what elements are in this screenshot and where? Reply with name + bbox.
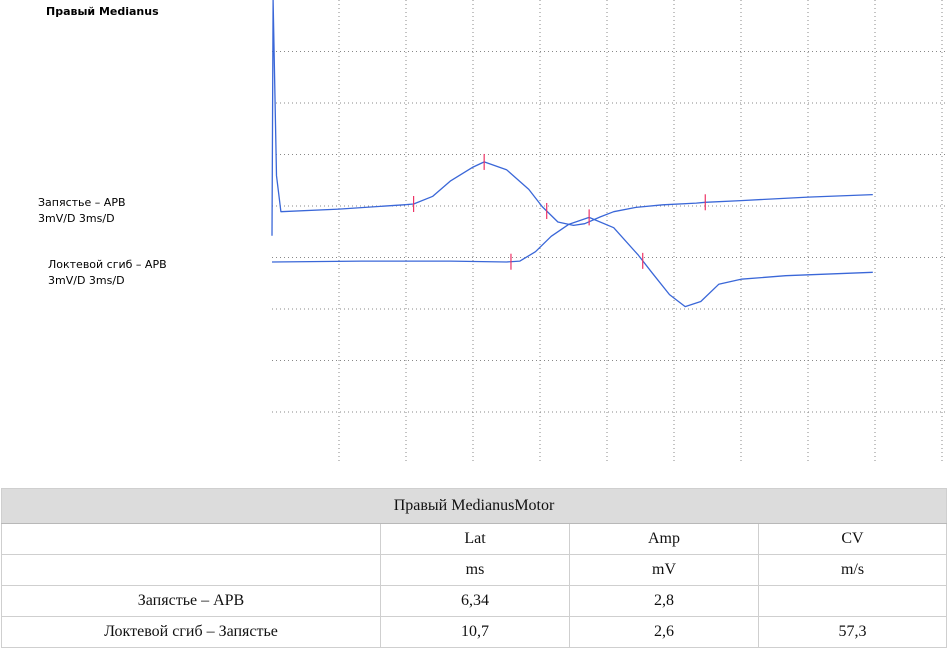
table-header-row: Правый MedianusMotor (1, 487, 947, 525)
unit-lat: ms (380, 554, 570, 587)
row-cv (758, 585, 947, 618)
trace2-scale: 3mV/D 3ms/D (48, 274, 125, 287)
trace1-scale: 3mV/D 3ms/D (38, 212, 115, 225)
blank-cell (1, 554, 381, 587)
col-lat: Lat (380, 523, 570, 556)
emg-plot: Правый Medianus Запястье – APB 3mV/D 3ms… (38, 0, 947, 462)
unit-cv: m/s (758, 554, 947, 587)
col-cv: CV (758, 523, 947, 556)
trace1-name: Запястье – APB (38, 196, 126, 209)
table-column-row: Lat Amp CV (1, 523, 947, 556)
trace-line-2 (271, 216, 873, 308)
table-title: Правый MedianusMotor (1, 487, 947, 525)
row-amp: 2,6 (569, 616, 759, 648)
trace2-name: Локтевой сгиб – APB (48, 258, 167, 271)
table-row: Запястье – APB 6,34 2,8 (1, 585, 947, 618)
blank-cell (1, 523, 381, 556)
plot-markers (412, 153, 706, 270)
table-row: Локтевой сгиб – Запястье 10,7 2,6 57,3 (1, 616, 947, 648)
table-units-row: ms mV m/s (1, 554, 947, 587)
row-amp: 2,8 (569, 585, 759, 618)
col-amp: Amp (569, 523, 759, 556)
row-name: Запястье – APB (1, 585, 381, 618)
row-name: Локтевой сгиб – Запястье (1, 616, 381, 648)
results-table: Правый MedianusMotor Lat Amp CV ms mV m/… (1, 487, 947, 648)
unit-amp: mV (569, 554, 759, 587)
plot-grid (272, 0, 947, 462)
row-lat: 6,34 (380, 585, 570, 618)
row-lat: 10,7 (380, 616, 570, 648)
plot-traces (271, 0, 873, 308)
row-cv: 57,3 (758, 616, 947, 648)
plot-title: Правый Medianus (46, 5, 159, 18)
trace-line-1 (271, 0, 873, 236)
